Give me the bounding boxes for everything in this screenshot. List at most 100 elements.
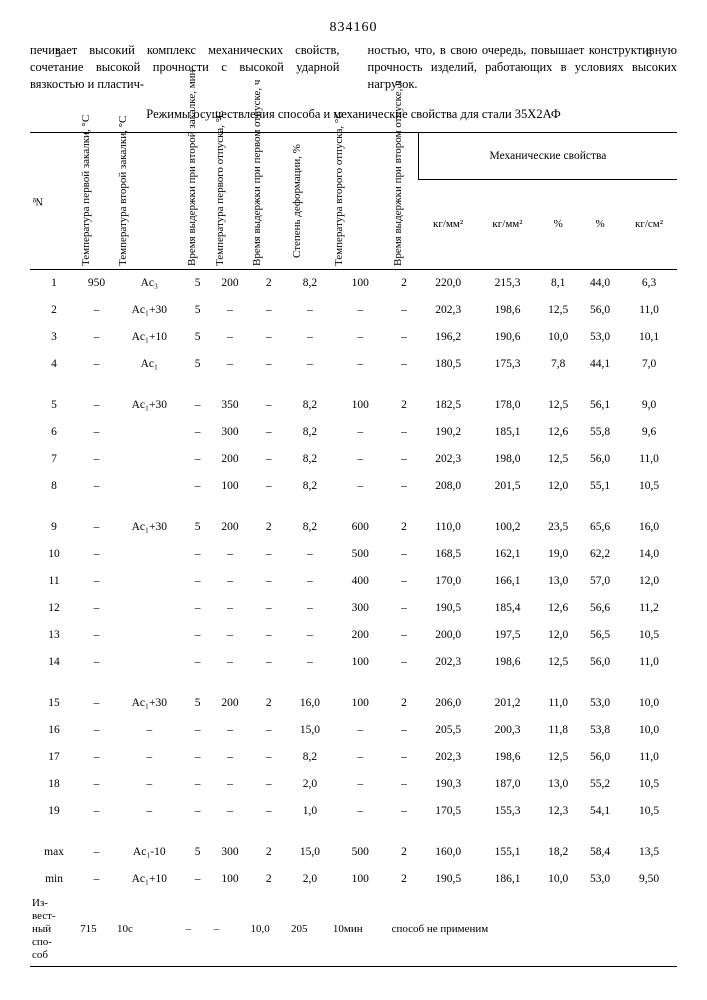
cell: – (184, 649, 212, 676)
cell: 8,1 (537, 269, 579, 297)
cell: 2 (30, 297, 78, 324)
cell: 300 (212, 839, 249, 866)
cell: 2 (249, 690, 289, 717)
th-m4: % (579, 179, 621, 269)
cell: – (390, 568, 419, 595)
cell: 12,0 (621, 568, 677, 595)
cell: 23,5 (537, 514, 579, 541)
cell: – (249, 568, 289, 595)
cell: 11,0 (621, 446, 677, 473)
cell: 14 (30, 649, 78, 676)
cell: – (390, 473, 419, 500)
kr-5: 10,0 (249, 893, 289, 966)
cell: 1,0 (289, 798, 331, 825)
cell: 220,0 (418, 269, 477, 297)
table-row: 13–––––200–200,0197,512,056,510,5 (30, 622, 677, 649)
cell: – (78, 392, 115, 419)
cell: 58,4 (579, 839, 621, 866)
cell: 8,2 (289, 446, 331, 473)
cell: – (212, 744, 249, 771)
cell: 18 (30, 771, 78, 798)
table-row: 11–––––400–170,0166,113,057,012,0 (30, 568, 677, 595)
th-tot1: Температура первого отпуска, °С (214, 136, 226, 266)
cell: – (249, 419, 289, 446)
kr-7: 10мин (331, 893, 390, 966)
table-row: 5–Ac₁+30–350–8,21002182,5178,012,556,19,… (30, 392, 677, 419)
table-row: 18–––––2,0––190,3187,013,055,210,5 (30, 771, 677, 798)
cell: – (184, 568, 212, 595)
cell: – (115, 744, 184, 771)
cell: 350 (212, 392, 249, 419)
cell: 11 (30, 568, 78, 595)
cell: 155,1 (478, 839, 537, 866)
known-label: Из- вест- ный спо- соб (30, 893, 78, 966)
cell: – (78, 595, 115, 622)
cell: 100 (331, 690, 390, 717)
cell: – (78, 324, 115, 351)
cell: 12,3 (537, 798, 579, 825)
cell: 10 (30, 541, 78, 568)
two-column-text: печивает высокий комплекс механических с… (30, 42, 677, 93)
table-row: 10–––––500–168,5162,119,062,214,0 (30, 541, 677, 568)
data-table: № Температура первой закалки, °С Темпера… (30, 132, 677, 967)
cell: – (212, 595, 249, 622)
cell: 10,0 (537, 324, 579, 351)
cell: Ac₁+30 (115, 514, 184, 541)
cell: 100,2 (478, 514, 537, 541)
cell: – (331, 297, 390, 324)
cell: – (390, 771, 419, 798)
cell: – (78, 649, 115, 676)
cell (115, 649, 184, 676)
cell: 950 (78, 269, 115, 297)
cell: 500 (331, 541, 390, 568)
cell: 62,2 (579, 541, 621, 568)
cell: 7 (30, 446, 78, 473)
cell: 11,0 (621, 649, 677, 676)
cell: – (249, 744, 289, 771)
cell: 8 (30, 473, 78, 500)
cell: 56,0 (579, 649, 621, 676)
cell: 100 (331, 392, 390, 419)
kr-3: – (184, 893, 212, 966)
cell: 8,2 (289, 744, 331, 771)
doc-number: 834160 (30, 20, 677, 36)
cell: – (212, 649, 249, 676)
cell: – (249, 649, 289, 676)
cell: – (390, 541, 419, 568)
cell: 198,0 (478, 446, 537, 473)
cell: – (249, 771, 289, 798)
cell: 56,5 (579, 622, 621, 649)
cell: 10,0 (621, 690, 677, 717)
cell: 5 (184, 690, 212, 717)
cell: 182,5 (418, 392, 477, 419)
cell: 198,6 (478, 744, 537, 771)
cell: 215,3 (478, 269, 537, 297)
cell: – (390, 324, 419, 351)
cell: 5 (30, 392, 78, 419)
cell: – (184, 798, 212, 825)
cell: 1 (30, 269, 78, 297)
cell: 55,8 (579, 419, 621, 446)
cell: – (78, 419, 115, 446)
kr-4: – (212, 893, 249, 966)
cell: 190,5 (418, 866, 477, 893)
th-t2: Температура второй закалки, °С (117, 136, 129, 266)
cell: – (331, 771, 390, 798)
cell: 200,0 (418, 622, 477, 649)
cell: 6 (30, 419, 78, 446)
cell: 54,1 (579, 798, 621, 825)
cell: – (78, 446, 115, 473)
cell: 56,0 (579, 744, 621, 771)
cell: 56,6 (579, 595, 621, 622)
cell: 8,2 (289, 419, 331, 446)
table-row: 17–––––8,2––202,3198,612,556,011,0 (30, 744, 677, 771)
table-row: 9–Ac₁+30520028,26002110,0100,223,565,616… (30, 514, 677, 541)
th-m5: кг/см² (621, 179, 677, 269)
cell: – (78, 866, 115, 893)
table-row: 15–Ac₁+305200216,01002206,0201,211,053,0… (30, 690, 677, 717)
cell: 400 (331, 568, 390, 595)
cell: 12,5 (537, 446, 579, 473)
cell: – (78, 744, 115, 771)
cell: – (184, 392, 212, 419)
cell: 100 (212, 473, 249, 500)
